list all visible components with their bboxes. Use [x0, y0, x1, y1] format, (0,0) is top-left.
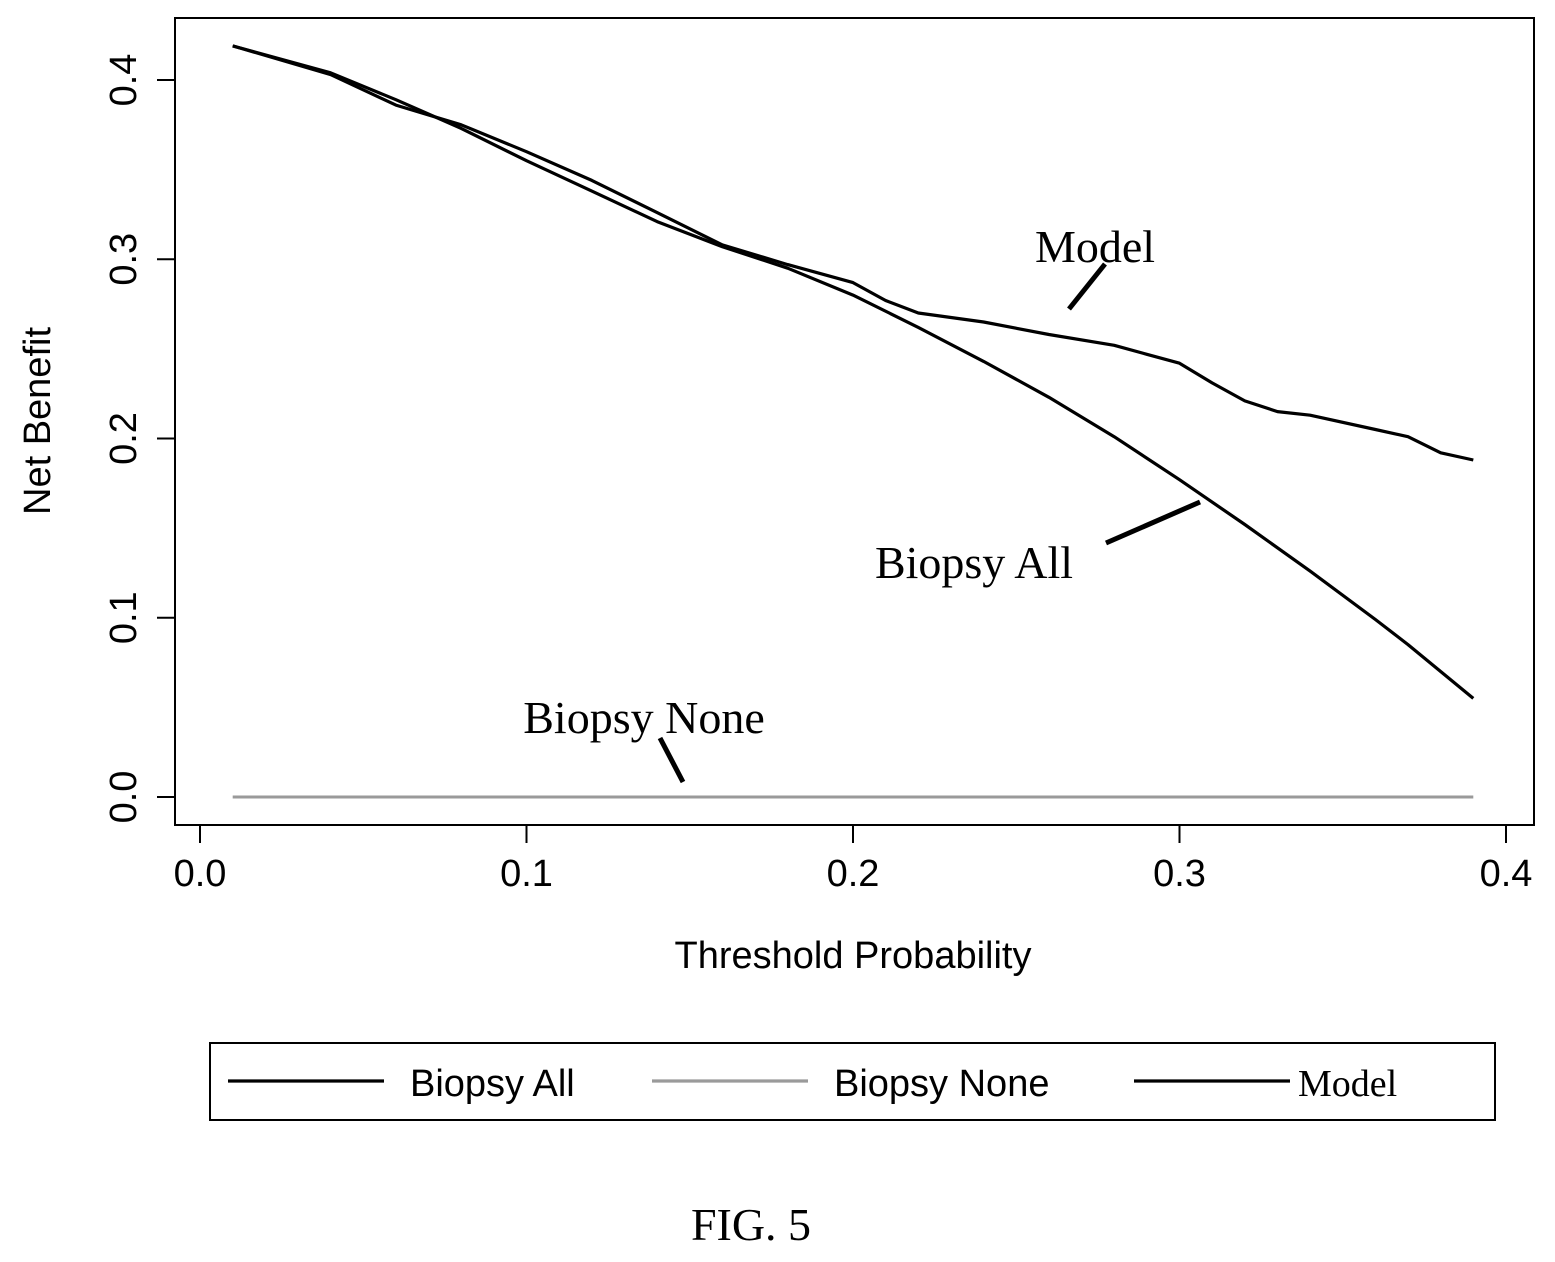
- y-axis: 0.0 0.1 0.2 0.3 0.4: [103, 54, 176, 824]
- annotation-label-biopsy-none: Biopsy None: [523, 692, 765, 743]
- legend-box: [209, 1042, 1496, 1121]
- legend-label-model: Model: [1298, 1063, 1397, 1105]
- x-axis-label: Threshold Probability: [675, 935, 1032, 977]
- annotation-layer: Model Biopsy All Biopsy None: [523, 221, 1201, 784]
- plot-frame: [174, 17, 1535, 826]
- y-tick-label-3: 0.3: [103, 233, 145, 286]
- y-tick-label-4: 0.4: [103, 54, 145, 107]
- y-tick-label-0: 0.0: [103, 771, 145, 824]
- x-tick-label-2: 0.2: [827, 853, 880, 895]
- legend-label-biopsy-none: Biopsy None: [834, 1063, 1049, 1105]
- annotation-pointer-biopsy-none: [657, 736, 686, 784]
- series-line-biopsy-all: [232, 44, 1475, 700]
- series-line-model: [232, 44, 1474, 462]
- x-axis: 0.0 0.1 0.2 0.3 0.4: [174, 824, 1533, 895]
- legend: Biopsy All Biopsy None Model: [209, 1042, 1496, 1121]
- x-tick-label-3: 0.3: [1153, 853, 1206, 895]
- x-tick-label-0: 0.0: [174, 853, 227, 895]
- legend-label-biopsy-all: Biopsy All: [410, 1063, 575, 1105]
- figure-caption: FIG. 5: [691, 1199, 811, 1250]
- x-tick-label-1: 0.1: [500, 853, 553, 895]
- y-tick-label-2: 0.2: [103, 412, 145, 465]
- annotation-pointer-biopsy-all: [1105, 499, 1201, 546]
- series-layer: [232, 44, 1475, 799]
- annotation-pointer-model: [1067, 262, 1107, 311]
- x-tick-label-4: 0.4: [1480, 853, 1533, 895]
- annotation-label-model: Model: [1035, 221, 1155, 272]
- y-tick-label-1: 0.1: [103, 591, 145, 644]
- y-axis-label: Net Benefit: [17, 327, 59, 515]
- annotation-label-biopsy-all: Biopsy All: [875, 537, 1073, 588]
